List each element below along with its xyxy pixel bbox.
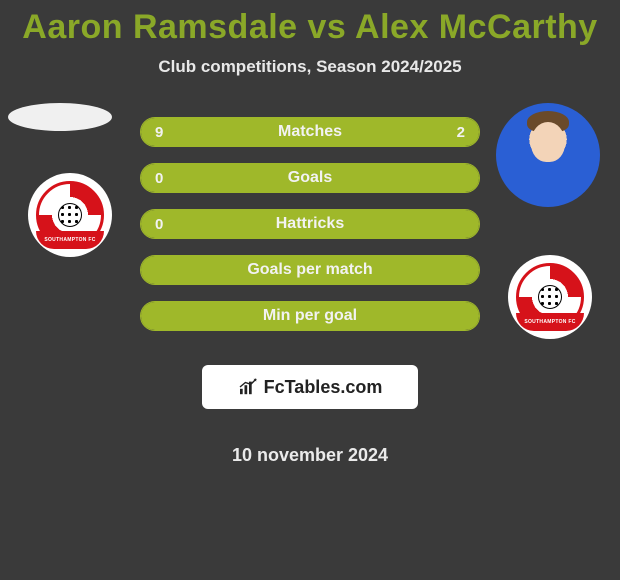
stat-bar-matches: 9 Matches 2 <box>140 117 480 147</box>
player-right-avatar <box>496 103 600 207</box>
attribution-text: FcTables.com <box>264 377 383 398</box>
stat-label: Hattricks <box>276 215 344 233</box>
club-badge-left: SOUTHAMPTON FC <box>28 173 112 257</box>
stat-label: Min per goal <box>263 307 357 325</box>
stat-label: Goals per match <box>247 261 372 279</box>
stat-fill-left <box>141 118 405 146</box>
page-title: Aaron Ramsdale vs Alex McCarthy <box>22 8 597 47</box>
stat-value-left: 0 <box>155 216 163 233</box>
stat-value-left: 0 <box>155 170 163 187</box>
stat-value-left: 9 <box>155 124 163 141</box>
stat-bar-hattricks: 0 Hattricks <box>140 209 480 239</box>
comparison-card: Aaron Ramsdale vs Alex McCarthy Club com… <box>0 0 620 466</box>
stat-bar-goals-per-match: Goals per match <box>140 255 480 285</box>
stat-label: Goals <box>288 169 332 187</box>
subtitle: Club competitions, Season 2024/2025 <box>158 57 461 77</box>
chart-icon <box>238 378 260 396</box>
stat-fill-right <box>405 118 479 146</box>
attribution-badge: FcTables.com <box>202 365 418 409</box>
stat-label: Matches <box>278 123 342 141</box>
date-text: 10 november 2024 <box>232 445 388 466</box>
stat-bar-min-per-goal: Min per goal <box>140 301 480 331</box>
player-left-avatar <box>8 103 112 131</box>
stat-value-right: 2 <box>457 124 465 141</box>
club-badge-right: SOUTHAMPTON FC <box>508 255 592 339</box>
stat-bar-goals: 0 Goals <box>140 163 480 193</box>
main-area: SOUTHAMPTON FC SOUTHAMPTON FC 9 Matches … <box>0 117 620 466</box>
